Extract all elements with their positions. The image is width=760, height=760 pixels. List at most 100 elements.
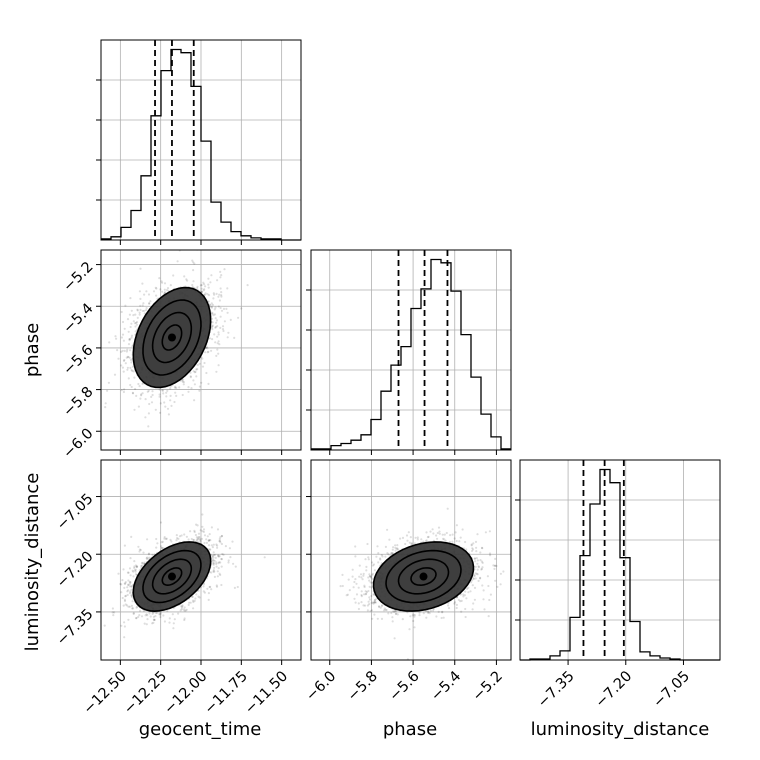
sample-point bbox=[133, 376, 136, 379]
sample-point bbox=[177, 537, 180, 541]
sample-point bbox=[200, 287, 203, 290]
sample-point bbox=[147, 552, 151, 555]
sample-point bbox=[416, 538, 419, 541]
sample-point bbox=[141, 562, 144, 565]
sample-point bbox=[145, 307, 148, 310]
sample-point bbox=[131, 569, 134, 572]
panel-content bbox=[103, 513, 266, 639]
sample-point bbox=[204, 351, 207, 354]
sample-point bbox=[139, 297, 142, 300]
sample-point bbox=[193, 599, 196, 603]
sample-point bbox=[212, 555, 215, 558]
sample-point bbox=[236, 585, 239, 589]
sample-point bbox=[211, 325, 214, 328]
sample-point bbox=[198, 389, 201, 392]
sample-point bbox=[215, 543, 218, 546]
sample-point bbox=[122, 359, 126, 362]
sample-point bbox=[151, 622, 154, 625]
sample-point bbox=[122, 339, 125, 342]
sample-point bbox=[128, 567, 132, 570]
sample-point bbox=[192, 539, 195, 542]
sample-point bbox=[121, 349, 124, 352]
sample-point bbox=[216, 348, 219, 351]
sample-point bbox=[207, 286, 210, 289]
sample-point bbox=[209, 539, 212, 542]
sample-point bbox=[121, 320, 125, 324]
sample-point bbox=[199, 245, 201, 247]
sample-point bbox=[134, 325, 137, 328]
sample-point bbox=[126, 355, 129, 358]
sample-point bbox=[127, 579, 130, 582]
sample-point bbox=[142, 609, 145, 613]
sample-point bbox=[183, 609, 186, 612]
sample-point bbox=[153, 618, 156, 622]
sample-point bbox=[214, 317, 217, 320]
sample-point bbox=[466, 587, 469, 591]
sample-point bbox=[217, 333, 220, 336]
sample-point bbox=[165, 395, 168, 398]
sample-point bbox=[133, 566, 136, 570]
sample-point bbox=[146, 556, 149, 559]
sample-point bbox=[138, 614, 141, 617]
sample-point bbox=[131, 391, 134, 394]
sample-point bbox=[146, 614, 149, 617]
sample-point bbox=[196, 537, 199, 540]
sample-point bbox=[190, 537, 193, 541]
sample-point bbox=[147, 293, 151, 296]
sample-point bbox=[192, 379, 195, 382]
sample-point bbox=[216, 544, 219, 547]
sample-point bbox=[161, 389, 164, 392]
sample-point bbox=[211, 328, 214, 331]
sample-point bbox=[130, 336, 133, 339]
sample-point bbox=[175, 386, 178, 390]
sample-point bbox=[128, 313, 131, 316]
sample-point bbox=[193, 530, 196, 534]
sample-point bbox=[175, 394, 178, 397]
sample-point bbox=[474, 572, 477, 575]
sample-point bbox=[219, 315, 222, 318]
sample-point bbox=[187, 603, 190, 607]
sample-point bbox=[195, 375, 198, 378]
sample-point bbox=[166, 389, 169, 392]
sample-point bbox=[136, 565, 139, 568]
sample-point bbox=[210, 317, 214, 320]
sample-point bbox=[121, 579, 124, 582]
sample-point bbox=[164, 537, 168, 541]
sample-point bbox=[203, 293, 206, 296]
sample-point bbox=[205, 538, 208, 541]
sample-point bbox=[382, 609, 386, 612]
sample-point bbox=[147, 412, 150, 415]
sample-point bbox=[140, 394, 143, 397]
sample-point bbox=[152, 290, 156, 293]
sample-point bbox=[132, 612, 135, 615]
sample-point bbox=[169, 387, 172, 390]
sample-point bbox=[214, 306, 217, 309]
sample-point bbox=[143, 312, 146, 315]
sample-point bbox=[98, 340, 100, 342]
sample-point bbox=[160, 545, 163, 548]
sample-point bbox=[442, 616, 445, 619]
sample-point bbox=[131, 369, 134, 373]
sample-point bbox=[195, 368, 198, 371]
sample-point bbox=[193, 399, 196, 402]
panel-geocent-time-vs-luminosity-distance bbox=[100, 459, 302, 661]
sample-point bbox=[207, 598, 210, 602]
sample-point bbox=[158, 395, 161, 398]
sample-point bbox=[131, 600, 134, 603]
sample-point bbox=[222, 329, 225, 333]
sample-point bbox=[192, 269, 195, 272]
sample-point bbox=[152, 615, 155, 619]
sample-point bbox=[119, 582, 122, 586]
sample-point bbox=[166, 407, 170, 410]
sample-point bbox=[108, 341, 111, 344]
sample-point bbox=[130, 585, 133, 588]
sample-point bbox=[197, 589, 200, 592]
sample-point bbox=[219, 326, 222, 329]
sample-point bbox=[171, 613, 174, 616]
sample-point bbox=[130, 594, 133, 597]
sample-point bbox=[196, 287, 199, 290]
sample-point bbox=[189, 530, 192, 533]
sample-point bbox=[139, 609, 142, 612]
sample-point bbox=[145, 309, 148, 312]
